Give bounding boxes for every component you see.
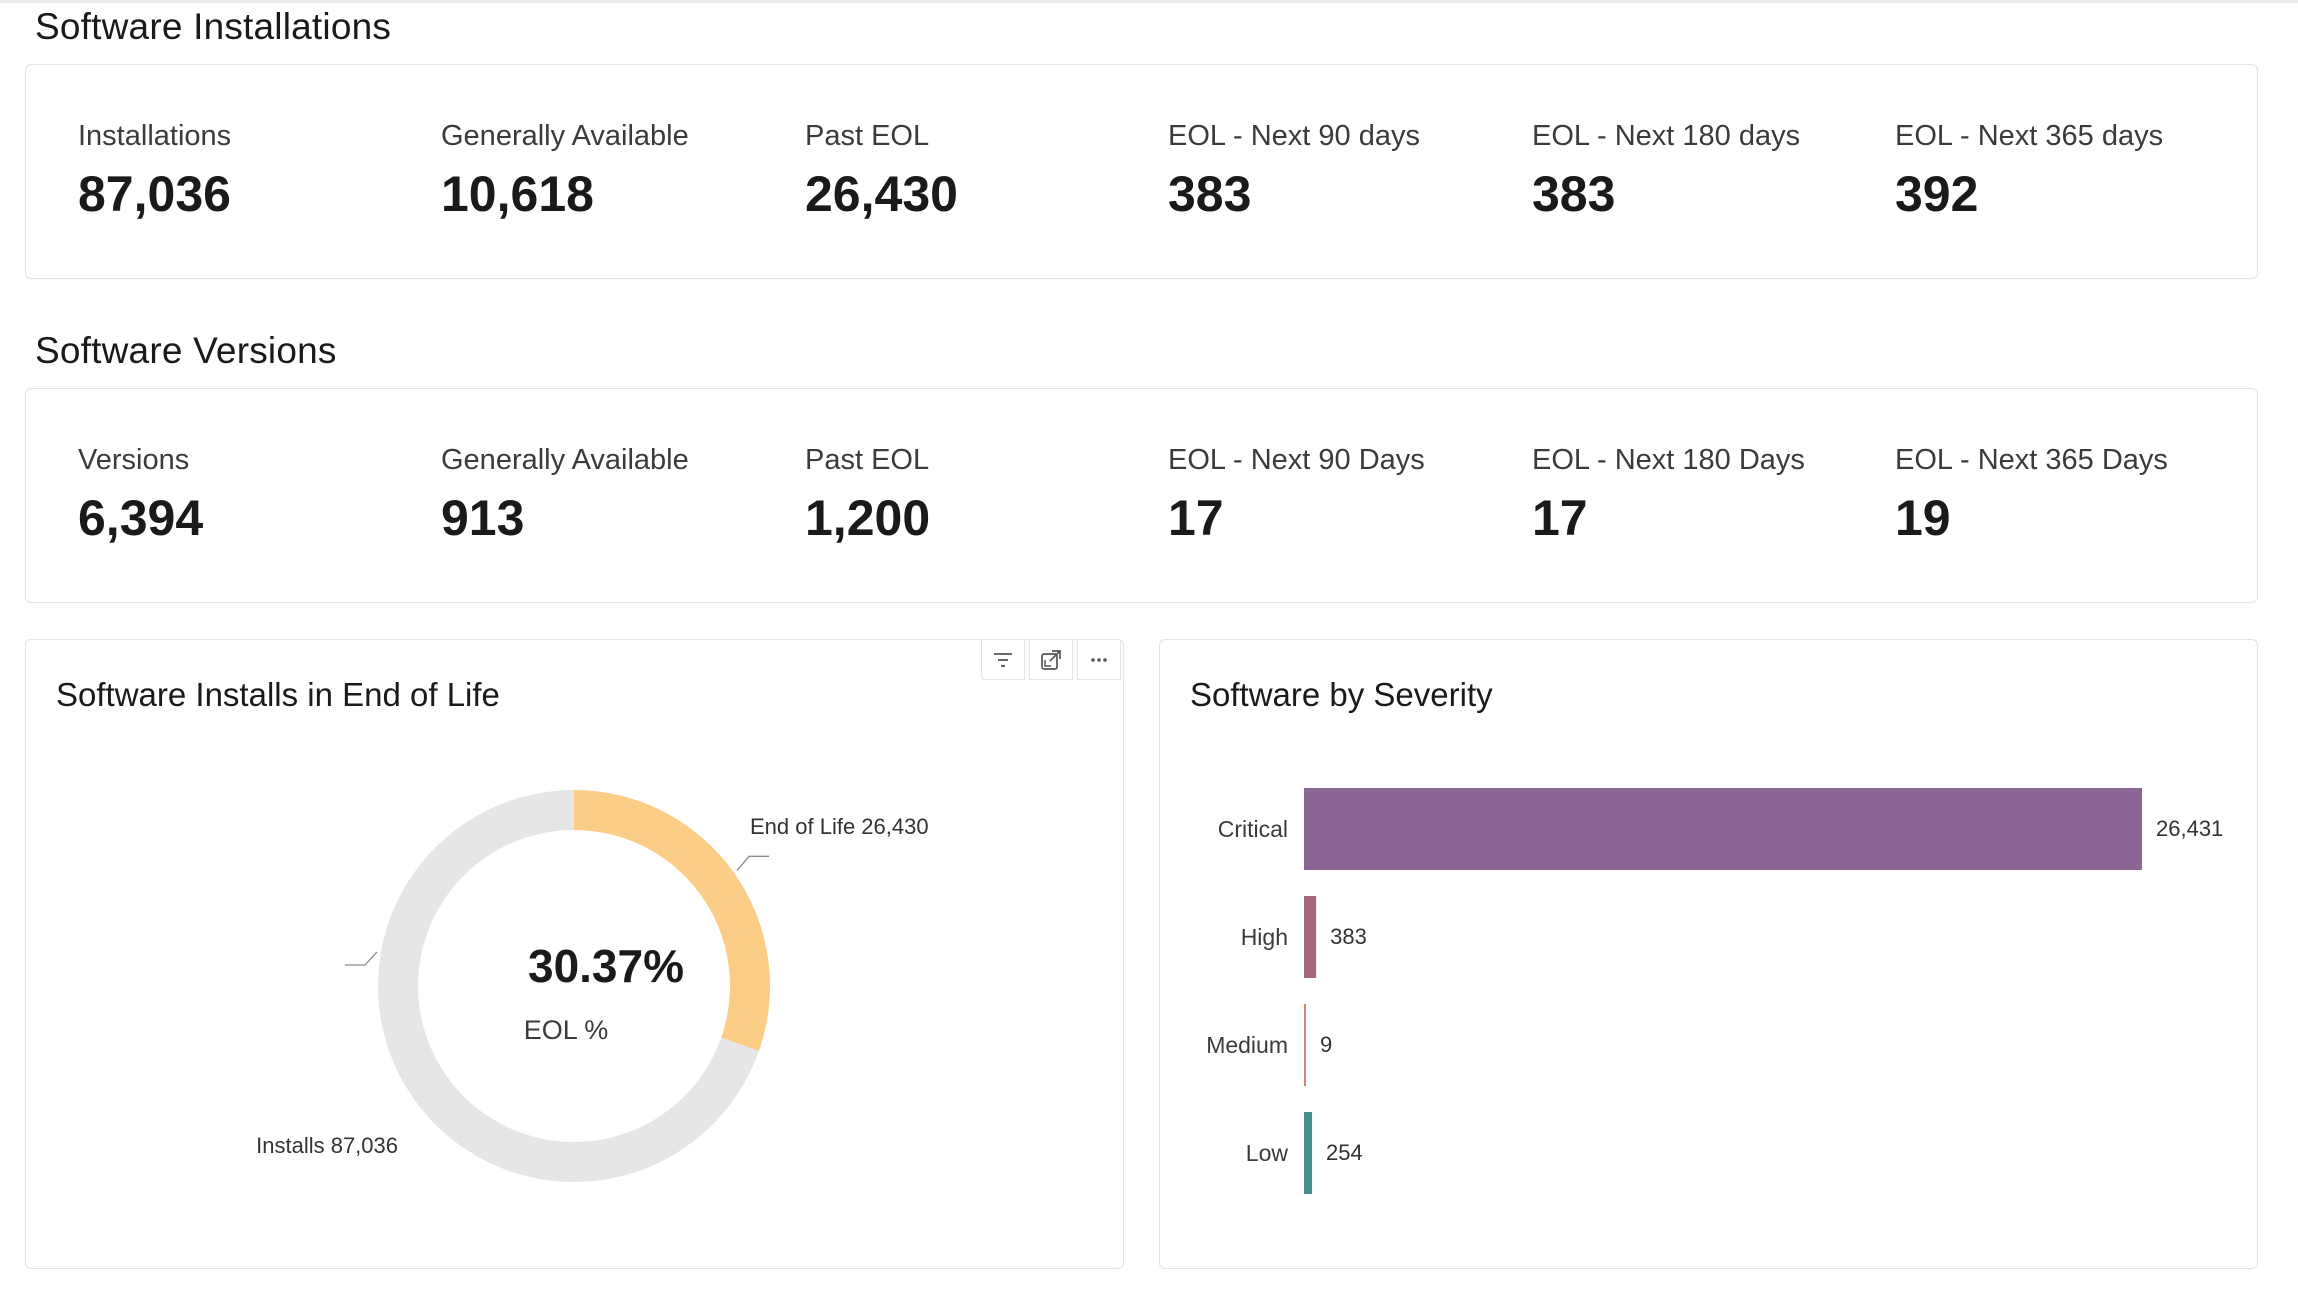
kpi-label: EOL - Next 180 Days	[1532, 444, 1805, 476]
category-label-medium: Medium	[1206, 1032, 1288, 1058]
versions-kpi-card: Versions 6,394 Generally Available 913 P…	[25, 388, 2258, 603]
donut-slice-end-of-life[interactable]	[574, 790, 770, 1051]
visual-toolbar	[979, 640, 1123, 680]
filter-button[interactable]	[981, 640, 1025, 680]
kpi-value: 6,394	[78, 490, 204, 546]
kpi-label: Past EOL	[805, 444, 930, 476]
value-label-critical: 26,431	[2156, 816, 2223, 841]
more-options-icon	[1091, 657, 1107, 662]
focus-mode-icon	[1041, 649, 1061, 670]
kpi-label: EOL - Next 365 days	[1895, 120, 2164, 152]
kpi-value: 10,618	[441, 166, 594, 222]
eol-panel-title: Software Installs in End of Life	[56, 676, 500, 713]
value-label-medium: 9	[1320, 1032, 1332, 1057]
severity-bar-panel[interactable]: Software by Severity Critical 26,431 High 3…	[1159, 639, 2258, 1269]
kpi-label: EOL - Next 90 days	[1168, 120, 1420, 152]
kpi-value: 17	[1168, 490, 1224, 546]
filter-icon	[994, 652, 1012, 667]
severity-bar-chart: Critical 26,431 High 383 Medium 9 Low 254	[1206, 788, 2223, 1194]
kpi-value: 17	[1532, 490, 1588, 546]
donut-center-label: EOL %	[524, 1015, 609, 1045]
severity-panel-title: Software by Severity	[1190, 676, 1493, 713]
kpi-value: 392	[1895, 166, 1979, 222]
installations-section-title: Software Installations	[35, 6, 392, 47]
kpi-label: Versions	[78, 444, 190, 476]
bar-high[interactable]	[1304, 896, 1317, 978]
value-label-high: 383	[1330, 924, 1367, 949]
top-divider	[0, 0, 2298, 3]
kpi-label: EOL - Next 365 Days	[1895, 444, 2168, 476]
kpi-value: 913	[441, 490, 525, 546]
kpi-label: Generally Available	[441, 444, 689, 476]
kpi-value: 87,036	[78, 166, 231, 222]
data-label-installs: Installs 87,036	[256, 1133, 398, 1158]
donut-center-value: 30.37%	[528, 940, 684, 992]
kpi-label: Past EOL	[805, 120, 930, 152]
versions-section-title: Software Versions	[35, 330, 337, 371]
kpi-value: 383	[1532, 166, 1616, 222]
kpi-value: 26,430	[805, 166, 958, 222]
category-label-high: High	[1241, 924, 1288, 950]
eol-donut-panel[interactable]: Software Installs in End of Life End of …	[25, 639, 1124, 1269]
more-options-button[interactable]	[1077, 640, 1121, 680]
focus-mode-button[interactable]	[1029, 640, 1073, 680]
kpi-value: 1,200	[805, 490, 931, 546]
installations-kpi-card: Installations 87,036 Generally Available…	[25, 64, 2258, 279]
bar-low[interactable]	[1304, 1112, 1313, 1194]
kpi-value: 19	[1895, 490, 1951, 546]
bar-critical[interactable]	[1304, 788, 2142, 870]
kpi-label: Installations	[78, 120, 232, 152]
category-label-low: Low	[1246, 1140, 1289, 1166]
value-label-low: 254	[1326, 1140, 1363, 1165]
leader-line-end-of-life	[736, 855, 770, 871]
category-label-critical: Critical	[1218, 816, 1288, 842]
kpi-label: Generally Available	[441, 120, 689, 152]
data-label-end-of-life: End of Life 26,430	[750, 814, 929, 839]
eol-donut-chart: End of Life 26,430 Installs 87,036 30.37…	[256, 790, 929, 1182]
kpi-label: EOL - Next 180 days	[1532, 120, 1801, 152]
leader-line-installs	[344, 951, 378, 966]
kpi-label: EOL - Next 90 Days	[1168, 444, 1425, 476]
bar-medium[interactable]	[1304, 1004, 1306, 1086]
kpi-value: 383	[1168, 166, 1252, 222]
